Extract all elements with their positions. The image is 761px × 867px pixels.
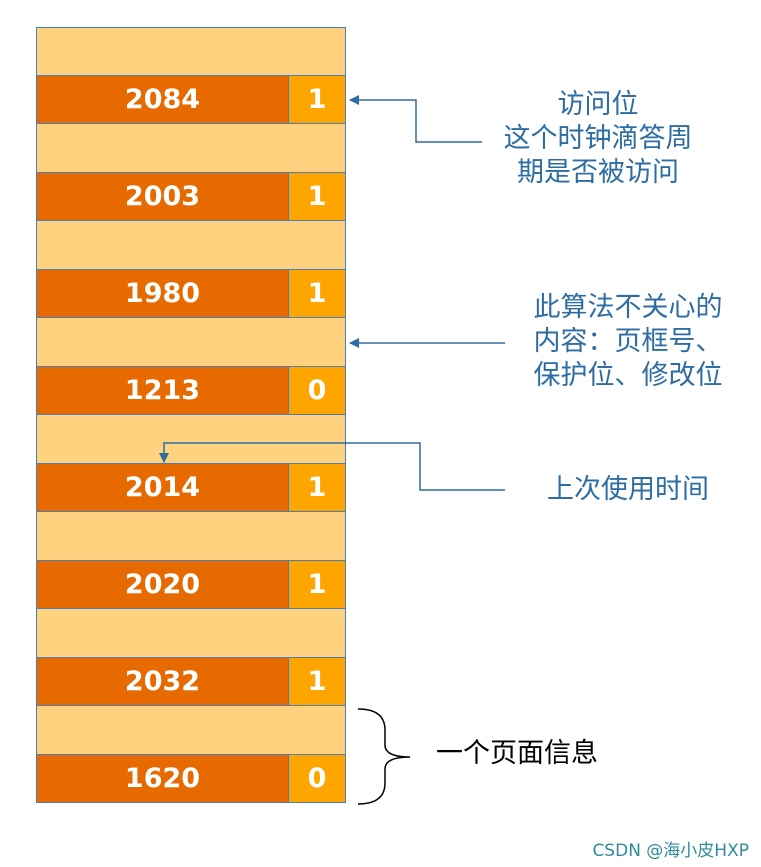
- last-used-time-cell: 2003: [37, 172, 289, 220]
- last-used-time-cell: 2014: [37, 463, 289, 511]
- access-bit-cell: 1: [289, 463, 345, 511]
- access-bit-cell: 0: [289, 366, 345, 414]
- annotation-line: 上次使用时间: [547, 474, 709, 505]
- access-bit-cell: 1: [289, 560, 345, 608]
- last-used-time-arrow: [159, 442, 505, 491]
- access-bit-cell: 1: [289, 75, 345, 123]
- last-used-time-cell: 2032: [37, 657, 289, 705]
- page-extra-info-row: [36, 706, 346, 755]
- page-entry-row: 1213 0: [36, 366, 346, 415]
- ignored-content-annotation: 此算法不关心的 内容：页框号、 保护位、修改位: [510, 291, 746, 393]
- last-used-time-cell: 1620: [37, 754, 289, 802]
- annotation-line: 期是否被访问: [517, 157, 679, 188]
- page-extra-info-row: [36, 512, 346, 561]
- annotation-line: 这个时钟滴答周: [503, 123, 693, 154]
- access-bit-cell: 1: [289, 657, 345, 705]
- last-used-time-cell: 1213: [37, 366, 289, 414]
- page-extra-info-row: [36, 415, 346, 464]
- watermark: CSDN @海小皮HXP: [592, 841, 749, 861]
- last-used-time-cell: 2020: [37, 560, 289, 608]
- annotation-line: 此算法不关心的: [533, 292, 723, 323]
- page-entry-row: 2014 1: [36, 463, 346, 512]
- page-info-annotation: 一个页面信息: [436, 738, 598, 769]
- access-bit-annotation: 访问位 这个时钟滴答周 期是否被访问: [480, 88, 716, 190]
- annotation-line: 保护位、修改位: [533, 360, 723, 391]
- page-extra-info-row: [36, 221, 346, 270]
- last-used-time-annotation: 上次使用时间: [510, 473, 746, 507]
- access-bit-cell: 1: [289, 172, 345, 220]
- page-entry-row: 1620 0: [36, 754, 346, 803]
- page-entry-row: 2084 1: [36, 75, 346, 124]
- page-extra-info-row: [36, 124, 346, 173]
- page-table: 2084 1 2003 1 1980 1 1213 0 2014 1 2020 …: [36, 27, 346, 803]
- page-extra-info-row: [36, 609, 346, 658]
- access-bit-arrow: [349, 95, 482, 143]
- page-entry-row: 2032 1: [36, 657, 346, 706]
- page-entry-row: 2020 1: [36, 560, 346, 609]
- access-bit-cell: 1: [289, 269, 345, 317]
- page-entry-row: 1980 1: [36, 269, 346, 318]
- page-entry-row: 2003 1: [36, 172, 346, 221]
- page-info-brace: [357, 708, 411, 805]
- last-used-time-cell: 1980: [37, 269, 289, 317]
- annotation-line: 访问位: [557, 89, 639, 120]
- last-used-time-cell: 2084: [37, 75, 289, 123]
- access-bit-cell: 0: [289, 754, 345, 802]
- page-extra-info-row: [36, 27, 346, 76]
- annotation-line: 内容：页框号、: [533, 326, 723, 357]
- page-extra-info-row: [36, 318, 346, 367]
